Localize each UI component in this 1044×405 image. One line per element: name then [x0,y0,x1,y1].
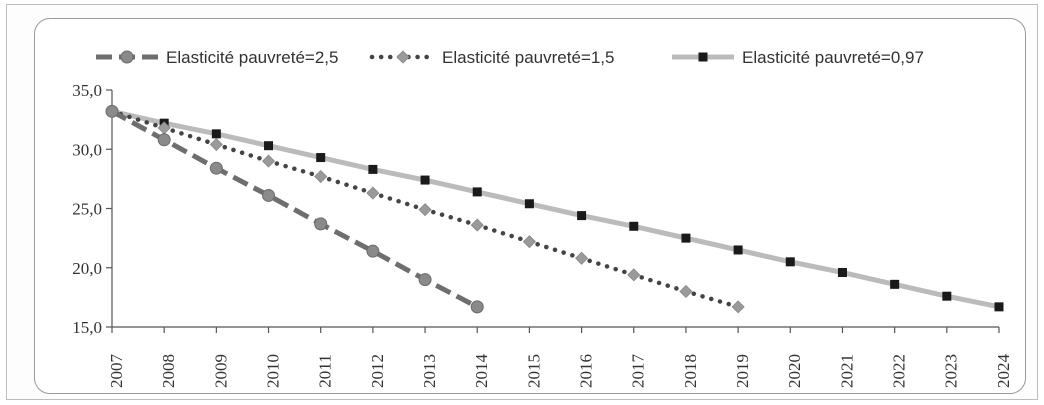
x-tick-label: 2013 [420,354,439,388]
y-axis: 15,0 20,0 25,0 30,0 35,0 [72,81,113,337]
series-solid [107,106,1004,312]
data-point [366,186,380,200]
series-layer [105,104,1004,314]
data-point [470,300,484,314]
data-point [890,279,900,289]
x-tick-label: 2019 [733,354,752,388]
series-dashed [105,104,484,314]
legend-entry: Elasticité pauvreté=0,97 [672,48,924,67]
data-point [524,199,534,209]
x-tick-label: 2007 [107,354,126,389]
legend-label: Elasticité pauvreté=2,5 [166,48,338,67]
legend-entry: Elasticité pauvreté=2,5 [96,48,338,67]
y-tick-label: 20,0 [72,259,102,278]
x-tick-label: 2008 [159,354,178,388]
data-point [994,302,1004,312]
x-tick-label: 2011 [316,354,335,387]
legend-label: Elasticité pauvreté=1,5 [442,48,614,67]
x-tick-label: 2010 [263,354,282,388]
data-point [698,52,708,62]
y-tick-label: 30,0 [72,140,102,159]
x-tick-label: 2014 [472,354,491,389]
series-line [110,109,479,310]
data-point [418,203,432,217]
series-line [111,108,1000,310]
data-point [316,153,326,163]
x-tick-label: 2020 [785,354,804,388]
data-point [418,273,432,287]
data-point [785,257,795,267]
data-point [314,217,328,231]
x-tick-label: 2023 [942,354,961,388]
data-point [679,284,693,299]
data-point [731,300,745,314]
data-point [733,245,743,255]
data-point [105,104,119,118]
data-point [368,164,378,174]
x-tick-label: 2021 [837,354,856,388]
x-tick-label: 2016 [576,354,595,388]
data-point [470,218,484,232]
x-tick-label: 2012 [368,354,387,388]
legend: Elasticité pauvreté=2,5 Elasticité pauvre… [96,48,924,67]
data-point [522,235,536,249]
x-tick-label: 2018 [681,354,700,388]
x-tick-label: 2024 [994,354,1013,389]
x-tick-label: 2022 [890,354,909,388]
data-point [837,267,847,277]
data-point [577,211,587,221]
data-point [420,175,430,185]
data-point [314,169,328,184]
legend-label: Elasticité pauvreté=0,97 [742,48,924,67]
data-point [262,188,276,202]
data-point [472,187,482,197]
x-tick-label: 2017 [629,354,648,389]
data-point [120,50,134,64]
legend-entry: Elasticité pauvreté=1,5 [369,48,614,67]
data-point [157,133,171,147]
data-point [627,268,641,282]
y-tick-label: 25,0 [72,200,102,219]
data-point [629,221,639,231]
data-point [209,161,223,175]
data-point [942,291,952,301]
data-point [261,154,276,168]
x-axis: 2007 2008 2009 2010 2011 2012 2013 2014 2015 2016… [107,326,1013,389]
x-tick-label: 2009 [211,354,230,388]
data-point [209,137,223,152]
y-tick-label: 15,0 [72,318,102,337]
x-tick-label: 2015 [524,354,543,388]
data-point [211,129,221,139]
data-point [366,244,380,258]
data-point [264,141,274,151]
y-tick-label: 35,0 [72,81,102,100]
data-point [681,233,691,243]
data-point [575,251,589,265]
data-point [396,50,410,64]
